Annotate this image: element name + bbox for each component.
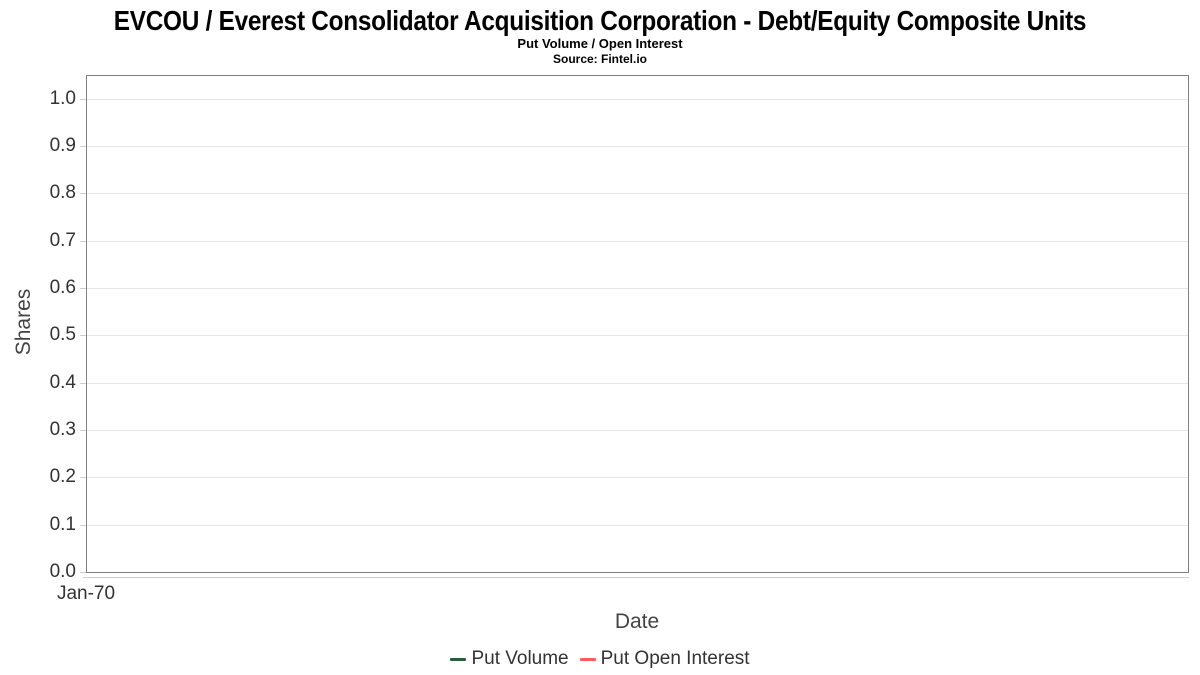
y-axis-tick-label: 0.0 (49, 561, 76, 582)
gridline (87, 99, 1188, 100)
x-axis-title: Date (614, 610, 660, 633)
y-axis-tick (80, 525, 86, 526)
y-axis-tick-label: 0.7 (49, 230, 76, 251)
y-axis-tick-label: 0.3 (49, 419, 76, 440)
y-axis-tick (80, 335, 86, 336)
chart-subtitle: Put Volume / Open Interest (517, 36, 683, 51)
gridline (87, 335, 1188, 336)
legend: Put Volume Put Open Interest (0, 646, 1200, 672)
y-axis-tick-label: 0.4 (49, 372, 76, 393)
y-axis-tick (80, 193, 86, 194)
gridline (87, 193, 1188, 194)
y-axis-tick-label: 0.5 (49, 324, 76, 345)
y-axis-tick (80, 572, 86, 573)
y-axis-tick (80, 146, 86, 147)
chart-source: Source: Fintel.io (552, 52, 647, 66)
gridline (87, 288, 1188, 289)
y-axis-tick (80, 477, 86, 478)
x-axis-tick-label: Jan-70 (56, 583, 116, 604)
gridline (87, 477, 1188, 478)
y-axis-tick-label: 0.6 (49, 277, 76, 298)
put-open-interest-line-swatch (579, 657, 596, 661)
y-axis-tick (80, 241, 86, 242)
gridline (87, 241, 1188, 242)
gridline (87, 525, 1188, 526)
gridline (87, 430, 1188, 431)
legend-label-put-open-interest: Put Open Interest (600, 648, 750, 669)
put-volume-line-swatch (450, 657, 467, 661)
legend-item-put-open-interest[interactable]: Put Open Interest (579, 648, 750, 670)
plot-area (86, 75, 1189, 573)
y-axis-tick-label: 1.0 (49, 88, 76, 109)
x-axis-line (83, 577, 1189, 578)
y-axis-tick-label: 0.1 (49, 514, 76, 535)
legend-item-put-volume[interactable]: Put Volume (450, 648, 569, 670)
y-axis-tick-label: 0.2 (49, 466, 76, 487)
y-axis-tick-label: 0.9 (49, 135, 76, 156)
chart-title: EVCOU / Everest Consolidator Acquisition… (113, 5, 1087, 36)
y-axis-tick-label: 0.8 (49, 182, 76, 203)
y-axis-tick (80, 288, 86, 289)
y-axis-tick (80, 99, 86, 100)
gridline (87, 146, 1188, 147)
y-axis-tick (80, 430, 86, 431)
y-axis-tick (80, 383, 86, 384)
legend-label-put-volume: Put Volume (471, 648, 569, 669)
gridline (87, 383, 1188, 384)
